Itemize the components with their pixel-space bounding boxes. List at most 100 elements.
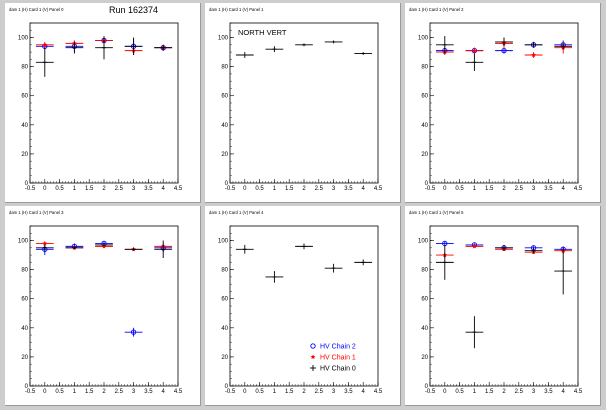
x-tick-label: 3.5 <box>544 389 553 395</box>
x-tick-label: -0.5 <box>25 389 36 395</box>
x-tick-label: 1 <box>73 389 77 395</box>
y-tick-label: 80 <box>21 65 28 71</box>
x-tick-label: 4.5 <box>374 186 383 192</box>
x-tick-label: 2.5 <box>115 389 124 395</box>
y-tick-label: 20 <box>21 355 28 361</box>
x-tick-label: 3 <box>532 389 536 395</box>
y-tick-label: 0 <box>25 384 29 390</box>
x-tick-label: 4 <box>562 186 566 192</box>
data-point <box>531 52 537 58</box>
x-tick-label: 0.5 <box>455 186 464 192</box>
y-tick-label: 60 <box>421 94 428 100</box>
pad-title: dam 1 (H) Card 1 (V) Panel 4 <box>209 210 264 215</box>
y-tick-label: 20 <box>221 355 228 361</box>
x-tick-label: 2.5 <box>315 389 324 395</box>
x-tick-label: 0.5 <box>255 389 264 395</box>
x-tick-label: 3 <box>132 389 136 395</box>
y-tick-label: 40 <box>221 326 228 332</box>
x-tick-label: 4.5 <box>374 389 383 395</box>
pad-svg: dam 1 (H) Card 1 (V) Panel 0-0.5 0 0.5 1 1.5… <box>9 7 183 192</box>
x-tick-label: 3.5 <box>544 186 553 192</box>
x-tick-label: 4.5 <box>174 389 183 395</box>
y-tick-label: 100 <box>218 36 229 42</box>
y-tick-label: 0 <box>225 181 229 187</box>
y-tick-label: 80 <box>21 268 28 274</box>
x-tick-label: 1.5 <box>85 389 94 395</box>
series-hv-chain-0 <box>235 40 373 58</box>
x-tick-label: 0.5 <box>55 186 64 192</box>
y-tick-label: 0 <box>225 384 229 390</box>
y-tick-label: 20 <box>421 355 428 361</box>
x-tick-label: 2 <box>102 186 106 192</box>
pad-title: dam 1 (H) Card 1 (V) Panel 3 <box>9 210 64 215</box>
x-tick-label: 4.5 <box>574 186 583 192</box>
y-tick-label: 40 <box>221 123 228 129</box>
x-tick-label: 1.5 <box>285 389 294 395</box>
pad-1: dam 1 (H) Card 1 (V) Panel 1 -0.5 0 0.5 1 1.5… <box>205 3 401 203</box>
series-hv-chain-0 <box>35 240 173 258</box>
y-tick-label: 20 <box>221 152 228 158</box>
x-tick-label: 3 <box>532 186 536 192</box>
x-tick-label: 3.5 <box>144 389 153 395</box>
y-tick-label: 40 <box>21 326 28 332</box>
x-tick-label: 1 <box>273 186 277 192</box>
y-tick-label: 80 <box>421 65 428 71</box>
pad-title: dam 1 (H) Card 1 (V) Panel 5 <box>409 210 464 215</box>
pad-title: dam 1 (H) Card 1 (V) Panel 2 <box>409 7 464 12</box>
run-label: Run 162374 <box>109 5 159 15</box>
x-tick-label: -0.5 <box>425 186 436 192</box>
x-tick-label: 3.5 <box>344 186 353 192</box>
x-tick-label: -0.5 <box>425 389 436 395</box>
x-tick-label: 0 <box>243 389 247 395</box>
plot-frame <box>29 225 179 387</box>
data-point <box>42 42 48 47</box>
x-tick-label: 1 <box>473 389 477 395</box>
y-tick-label: 60 <box>221 94 228 100</box>
x-tick-label: 1.5 <box>485 186 494 192</box>
x-tick-label: 1.5 <box>485 389 494 395</box>
legend-marker <box>310 354 316 360</box>
x-tick-label: 2 <box>302 389 306 395</box>
y-tick-label: 0 <box>25 181 29 187</box>
x-tick-label: 1.5 <box>85 186 94 192</box>
y-tick-label: 100 <box>418 36 429 42</box>
series-hv-chain-0 <box>235 243 373 283</box>
pad-5: dam 1 (H) Card 1 (V) Panel 5 -0.5 0 0.5 1 1.5… <box>405 206 601 406</box>
x-tick-label: 0 <box>443 186 447 192</box>
pad-0: dam 1 (H) Card 1 (V) Panel 0 -0.5 0 0.5 1 1.5… <box>5 3 201 203</box>
x-tick-label: -0.5 <box>25 186 36 192</box>
y-tick-label: 60 <box>421 297 428 303</box>
x-tick-label: 3.5 <box>144 186 153 192</box>
x-tick-label: -0.5 <box>225 389 236 395</box>
y-tick-label: 100 <box>218 239 229 245</box>
y-tick-label: 60 <box>21 94 28 100</box>
legend-label: HV Chain 0 <box>320 366 356 373</box>
x-tick-label: 3.5 <box>344 389 353 395</box>
plot-frame <box>229 22 379 184</box>
x-tick-label: 3 <box>332 389 336 395</box>
legend: HV Chain 2 HV Chain 1 HV Chain 0 <box>310 343 356 373</box>
y-tick-label: 20 <box>421 152 428 158</box>
pad-svg: dam 1 (H) Card 1 (V) Panel 1-0.5 0 0.5 1 1.5… <box>209 7 383 192</box>
x-tick-label: 4 <box>362 186 366 192</box>
pad-svg: dam 1 (H) Card 1 (V) Panel 2-0.5 0 0.5 1 1.5… <box>409 7 583 192</box>
x-tick-label: 1 <box>73 186 77 192</box>
legend-label: HV Chain 2 <box>320 344 356 351</box>
y-tick-label: 80 <box>221 268 228 274</box>
y-tick-label: 0 <box>425 181 429 187</box>
data-point <box>42 240 48 246</box>
x-tick-label: 2.5 <box>515 389 524 395</box>
x-tick-label: 1.5 <box>285 186 294 192</box>
x-tick-label: 4 <box>362 389 366 395</box>
data-point <box>471 48 477 53</box>
legend-marker <box>310 343 316 349</box>
x-tick-label: 1 <box>273 389 277 395</box>
x-tick-label: 2.5 <box>115 186 124 192</box>
y-tick-label: 100 <box>18 239 29 245</box>
y-tick-label: 80 <box>221 65 228 71</box>
x-tick-label: 2 <box>302 186 306 192</box>
x-tick-label: 4 <box>162 186 166 192</box>
x-tick-label: 4 <box>162 389 166 395</box>
y-tick-label: 20 <box>21 152 28 158</box>
